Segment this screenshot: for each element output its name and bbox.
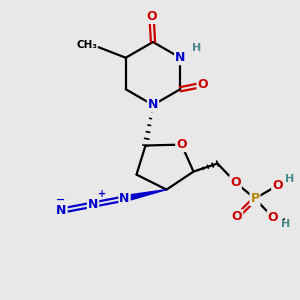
Text: P: P <box>250 192 260 205</box>
Text: O: O <box>272 179 283 192</box>
Text: O: O <box>176 138 187 151</box>
Text: N: N <box>119 192 130 205</box>
Text: H: H <box>286 174 295 184</box>
Text: N: N <box>88 198 98 211</box>
Text: O: O <box>146 10 157 23</box>
Text: N: N <box>175 51 185 64</box>
Text: N: N <box>56 204 67 217</box>
Text: O: O <box>230 176 241 189</box>
Text: H: H <box>192 43 201 53</box>
Text: CH₃: CH₃ <box>77 40 98 50</box>
Text: ·: · <box>281 213 286 227</box>
Text: O: O <box>268 211 278 224</box>
Text: −: − <box>56 195 65 205</box>
Text: +: + <box>98 189 106 199</box>
Text: H: H <box>281 219 290 229</box>
Polygon shape <box>124 190 166 202</box>
Text: O: O <box>197 78 208 91</box>
Text: N: N <box>148 98 158 112</box>
Text: O: O <box>232 210 242 223</box>
